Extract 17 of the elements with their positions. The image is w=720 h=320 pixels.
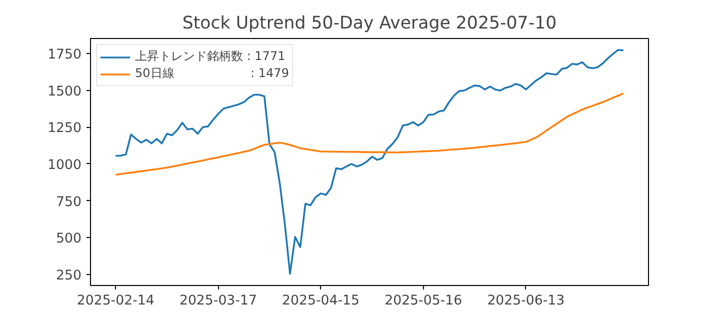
y-tick-label: 1500	[48, 84, 82, 100]
y-tick-label: 250	[56, 268, 82, 284]
x-tick-label: 2025-04-15	[282, 294, 360, 308]
y-tick-label: 1750	[48, 48, 82, 63]
x-tick-label: 2025-02-14	[76, 294, 154, 308]
legend-label: 上昇トレンド銘柄数 : 1771	[135, 48, 286, 65]
x-tick-label: 2025-06-13	[487, 294, 565, 308]
y-tick-label: 500	[56, 232, 82, 247]
y-tick-label: 1000	[48, 158, 82, 173]
y-tick-label: 750	[56, 194, 82, 210]
x-tick-label: 2025-03-17	[179, 294, 257, 308]
line-series	[114, 92, 624, 176]
x-tick-label: 2025-05-16	[384, 294, 462, 308]
chart-title: Stock Uptrend 50-Day Average 2025-07-10	[182, 14, 557, 34]
y-tick-label: 1250	[48, 121, 82, 136]
legend-label: 50日線 : 1479	[135, 65, 289, 82]
line-series	[114, 48, 624, 275]
